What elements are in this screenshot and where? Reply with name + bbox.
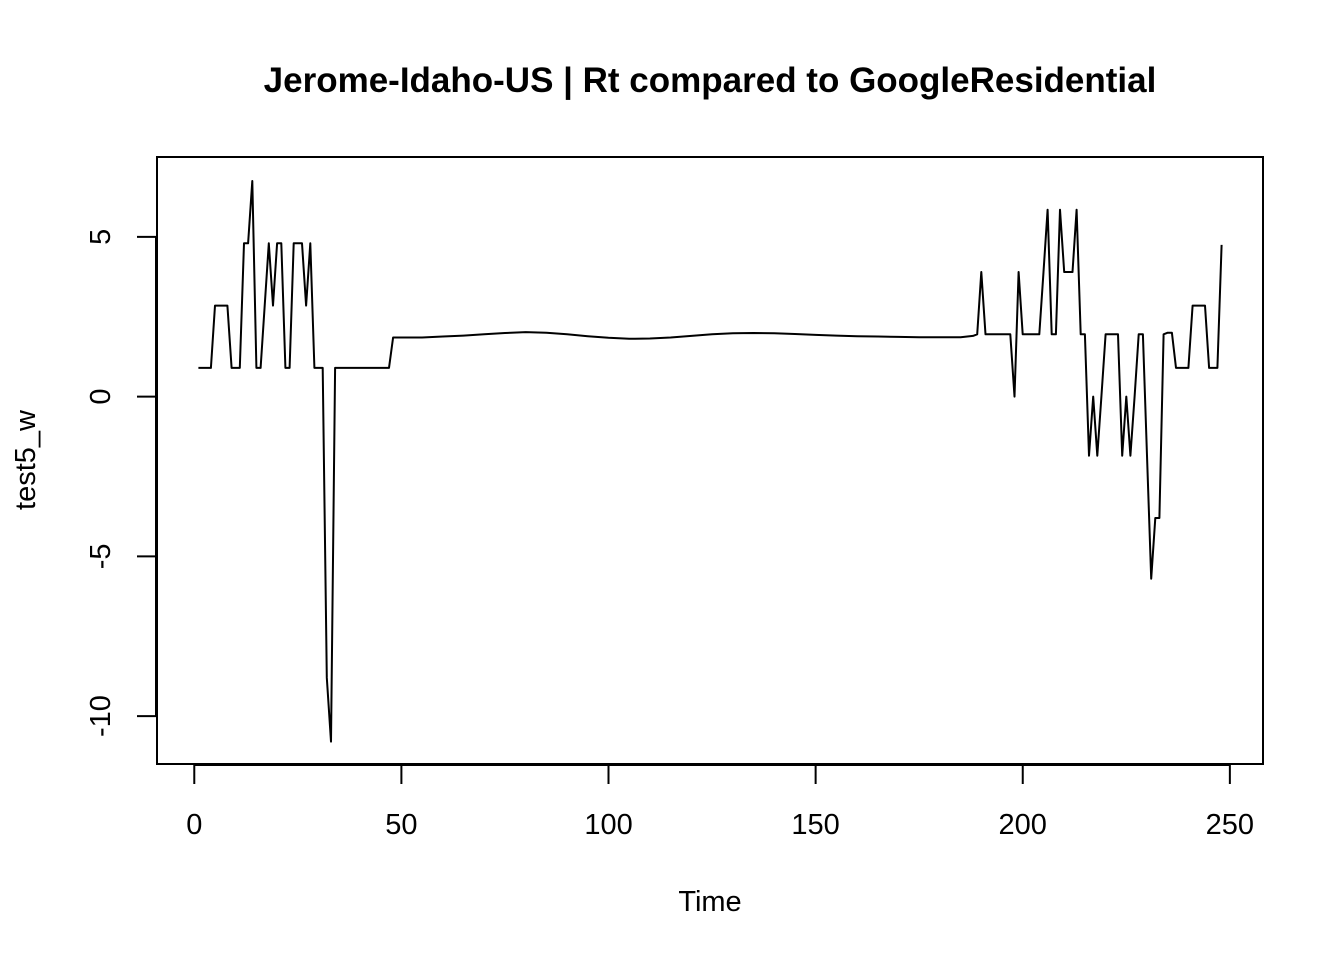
x-tick-label: 0: [186, 809, 202, 841]
x-tick-label: 200: [999, 809, 1047, 841]
plot-area-frame: [156, 156, 1264, 765]
x-tick-label: 250: [1206, 809, 1254, 841]
y-axis-label: test5_w: [10, 409, 42, 510]
y-axis: -10 -5 0 5: [85, 229, 157, 737]
y-tick-label: -5: [85, 543, 117, 569]
y-tick-label: -10: [85, 695, 117, 737]
series-layer: [198, 180, 1223, 743]
x-tick-label: 100: [584, 809, 632, 841]
y-tick-label: 5: [85, 229, 117, 245]
x-axis-label: Time: [678, 886, 741, 918]
series-line: [198, 180, 1223, 743]
x-tick-label: 150: [791, 809, 839, 841]
x-axis: 0 50 100 150 200 250: [186, 764, 1254, 841]
y-tick-label: 0: [85, 389, 117, 405]
x-tick-label: 50: [385, 809, 417, 841]
chart-title: Jerome-Idaho-US | Rt compared to GoogleR…: [264, 61, 1157, 100]
